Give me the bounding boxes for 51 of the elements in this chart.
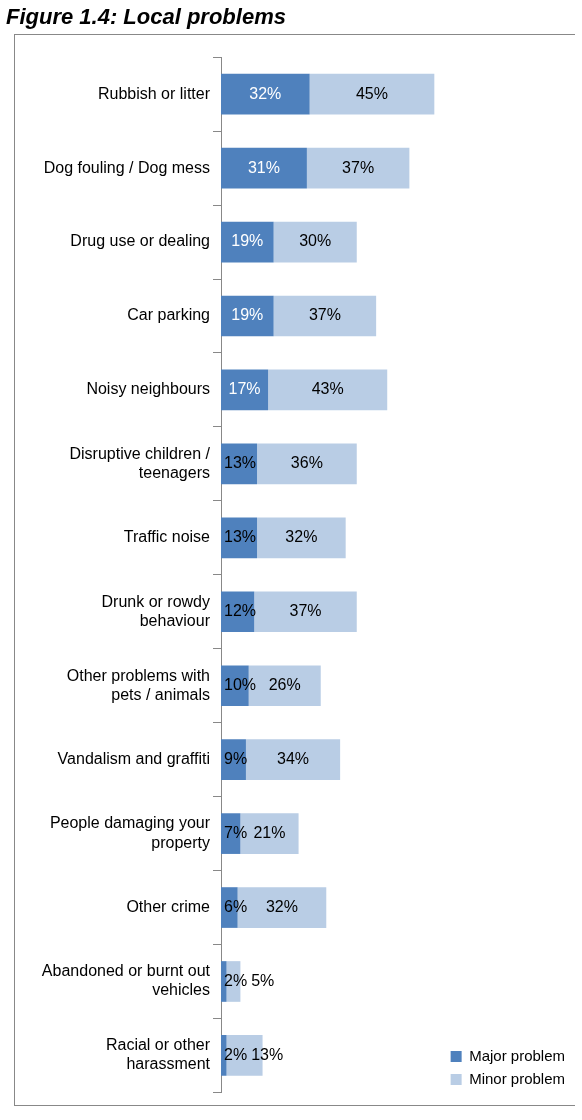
y-tick-label: Drug use or dealing <box>70 232 210 250</box>
y-tick-label: Other crime <box>126 897 211 915</box>
y-tick-label: Car parking <box>127 306 210 324</box>
data-label: 21% <box>253 824 286 842</box>
y-tick-label: People damaging your property <box>49 814 211 851</box>
data-label: 43% <box>311 380 344 398</box>
legend-label: Major problem <box>469 1046 566 1064</box>
data-label: 34% <box>277 750 310 768</box>
data-label: 36% <box>290 454 323 472</box>
bar <box>254 591 357 633</box>
data-label: 37% <box>308 306 341 324</box>
data-label: 30% <box>299 232 332 250</box>
data-label: 32% <box>265 897 298 915</box>
y-tick-label: Dog fouling / Dog mess <box>43 158 210 176</box>
data-label: 37% <box>289 602 322 620</box>
chart-title: Figure 1.4: Local problems <box>6 4 287 30</box>
data-label: 19% <box>231 232 264 250</box>
bar <box>306 147 410 189</box>
data-label: 19% <box>231 306 264 324</box>
data-label: 31% <box>247 158 280 176</box>
bar <box>245 739 341 780</box>
data-label: 45% <box>355 84 389 102</box>
bar <box>268 369 388 411</box>
data-label: 26% <box>268 676 301 694</box>
bar <box>273 221 357 263</box>
y-tick-label: Disruptive children / teenagers <box>69 444 211 481</box>
bar <box>221 147 307 189</box>
y-tick-label: Other problems with pets / animals <box>66 666 210 703</box>
data-label: 37% <box>342 158 375 176</box>
data-label: 32% <box>249 84 282 102</box>
data-label: 17% <box>228 380 261 398</box>
y-tick-label: Traffic noise <box>123 528 211 546</box>
y-tick-label: Racial or other harassment <box>105 1036 211 1073</box>
y-tick-label: Abandoned or burnt out vehicles <box>41 962 211 999</box>
y-tick-label: Rubbish or litter <box>97 84 211 102</box>
bar <box>257 443 357 485</box>
bar <box>257 517 346 559</box>
data-label: 13% <box>224 528 257 546</box>
bar <box>273 295 377 337</box>
data-label: 2% <box>224 971 248 989</box>
bar <box>221 73 310 115</box>
legend-label: Minor problem <box>469 1069 566 1087</box>
data-label: 32% <box>285 528 318 546</box>
y-tick-label: Noisy neighbours <box>86 380 210 398</box>
data-label: 2% <box>224 1045 248 1063</box>
bar <box>309 73 435 115</box>
data-label: 13% <box>224 454 257 472</box>
data-label: 13% <box>251 1045 284 1063</box>
data-label: 5% <box>251 971 275 989</box>
y-tick-label: Drunk or rowdy behaviour <box>101 592 211 629</box>
y-tick-label: Vandalism and graffiti <box>57 750 210 768</box>
